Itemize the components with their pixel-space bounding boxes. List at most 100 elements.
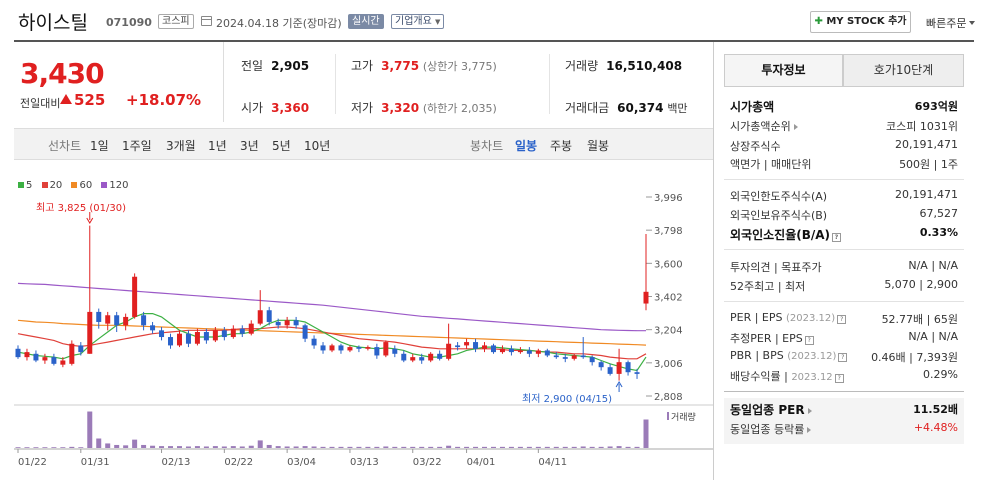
mystock-add-button[interactable]: ✚ MY STOCK 추가 [810,11,911,33]
volume-bar [78,447,84,448]
per-label: PER | EPS (2023.12)? [730,311,847,324]
realtime-button[interactable]: 실시간 [348,14,384,29]
foreign-rate-value: 0.33% [919,226,958,239]
volume-bar [159,446,165,448]
row-market-cap-rank[interactable]: 시가총액순위 코스피 1031위 [730,118,958,136]
row-sector-rate[interactable]: 동일업종 등락률 +4.48% [730,421,958,439]
row-sector-per[interactable]: 동일업종 PER 11.52배 [730,401,958,419]
x-tick-label: 04/11 [538,457,567,468]
candle-body [464,342,470,346]
legend-label: 20 [49,180,63,191]
up-triangle-icon [60,94,72,104]
row-opinion: 투자의견 | 목표주가 N/A | N/A [730,259,958,277]
volume-bar [42,447,48,448]
candle-body [69,343,75,364]
period-1w[interactable]: 1주일 [122,139,152,153]
stat-open: 시가 3,360 [241,99,309,117]
volume-bar [643,419,649,448]
per-label-text: PER | EPS [730,311,783,324]
row-par: 액면가 | 매매단위 500원 | 1주 [730,156,958,174]
stock-code: 071090 [106,16,152,29]
candle-body [410,357,416,361]
volume-bar [464,446,470,448]
quote-date: 2024.04.18 기준(장마감) [216,17,342,30]
candle-monthly[interactable]: 월봉 [587,139,610,153]
info-icon[interactable]: ? [832,233,842,242]
period-5y[interactable]: 5년 [272,139,291,153]
candle-chart-label[interactable]: 봉차트 [470,139,504,153]
period-1y[interactable]: 1년 [208,139,227,153]
volume-bar [562,446,568,448]
x-tick-label: 03/22 [413,457,442,468]
volume-bar [589,446,595,448]
volume-bar [365,446,371,448]
row-foreign-rate: 외국인소진율(B/A)? 0.33% [730,226,958,244]
legend-ma20: 20 [41,180,63,191]
diff-amount: 525 [74,91,106,109]
stat-low-label: 저가 [351,101,374,115]
sector-box [724,398,964,444]
candle-body [239,328,245,334]
quick-order-dropdown[interactable]: 빠른주문 [926,15,975,31]
volume-bar [221,446,227,448]
candle-body [437,353,443,359]
line-chart-label[interactable]: 선차트 [48,139,82,153]
volume-bar [625,446,631,448]
volume-bar [553,446,559,448]
volume-bar [114,444,120,448]
candle-weekly[interactable]: 주봉 [550,139,573,153]
info-icon[interactable]: ? [834,374,844,383]
volume-bar [455,446,461,448]
candlestick-chart[interactable]: 3,9963,7983,6003,4023,2043,0062,808거래량최고… [0,0,714,480]
volume-bar [383,446,389,448]
info-icon[interactable]: ? [838,353,848,362]
price-stats: 전일 2,905 시가 3,360 고가 3,775 (상한가 3,775) 저가 3,… [225,42,713,122]
period-10y[interactable]: 10년 [304,139,331,153]
volume-bar [96,438,102,448]
stat-amount-label: 거래대금 [565,101,610,115]
stock-name: 하이스틸 [18,12,88,34]
chart-toolbar: 선차트 1일 1주일 3개월 1년 3년 5년 10년 봉차트 일봉 주봉 월봉 [14,128,714,160]
volume-bar [141,444,147,448]
candle-body [78,345,84,353]
volume-bar [168,446,174,448]
ma20-line [17,326,647,360]
foreign-hold-value: 67,527 [919,207,959,220]
tab-investment-info[interactable]: 투자정보 [724,54,843,87]
volume-bar [239,446,245,448]
candle-body [194,332,200,344]
volume-bar [598,446,604,448]
market-cap-rank-label: 시가총액순위 [730,118,801,134]
info-icon[interactable]: ? [837,315,847,324]
period-1d[interactable]: 1일 [90,139,109,153]
legend-ma120: 120 [101,180,129,191]
change-rate: +18.07% [126,91,202,109]
volume-bar [203,446,209,448]
candle-body [33,353,39,361]
corp-overview-dropdown[interactable]: 기업개요 ▼ [391,14,445,29]
current-price: 3,430 [20,57,105,90]
panel-divider [713,42,714,480]
period-3m[interactable]: 3개월 [166,139,196,153]
row-per: PER | EPS (2023.12)? 52.77배 | 65원 [730,311,958,329]
candle-body [105,315,111,324]
chevron-down-icon: ▼ [435,18,441,26]
week52-label: 52주최고 | 최저 [730,280,806,293]
candle-body [499,348,505,353]
tab-underline [724,86,964,87]
period-3y[interactable]: 3년 [240,139,259,153]
stock-header: 하이스틸 071090 코스피 2024.04.18 기준(장마감) 실시간 기… [0,0,982,42]
volume-bar [634,446,640,448]
x-tick-label: 04/01 [467,457,496,468]
legend-swatch [41,182,48,188]
info-icon[interactable]: ? [804,336,814,345]
pbr-label-text: PBR | BPS [730,349,784,362]
ma5-line [17,313,647,372]
foreign-limit-label: 외국인한도주식수(A) [730,190,828,203]
candle-daily[interactable]: 일봉 [515,139,538,153]
candle-body [419,357,425,361]
candle-body [168,337,174,346]
market-cap-label: 시가총액 [730,100,775,114]
volume-bar [275,446,281,448]
tab-orderbook[interactable]: 호가10단계 [843,54,964,87]
